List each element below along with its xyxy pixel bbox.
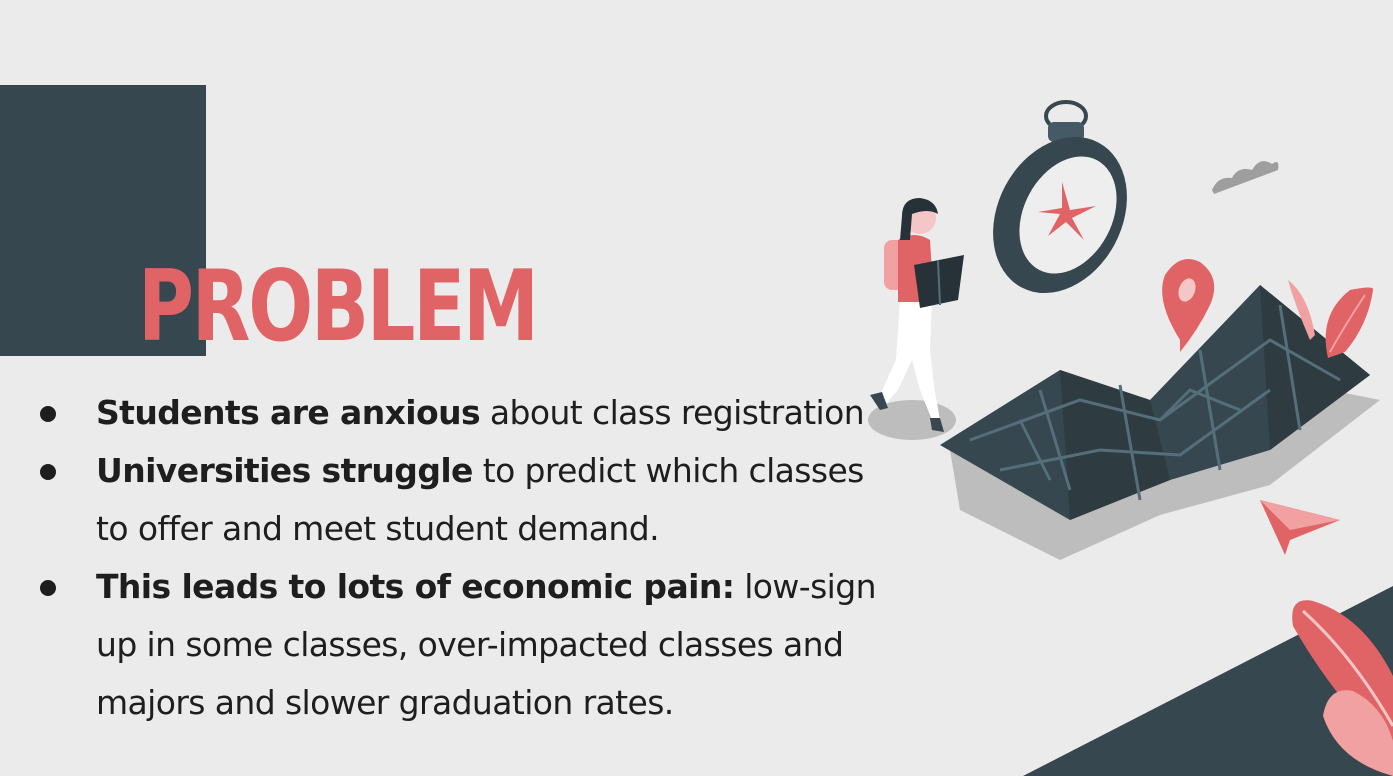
location-pin-icon <box>1162 258 1215 352</box>
bullet-list: Students are anxious about class registr… <box>34 384 904 732</box>
leaf-icon <box>1292 600 1393 776</box>
paper-plane-arrow-icon <box>1260 500 1340 555</box>
corner-decoration <box>1023 586 1393 776</box>
bullet-text: low-sign up in some classes, over-impact… <box>96 567 877 722</box>
bullet-dot-icon <box>40 580 56 596</box>
bullet-dot-icon <box>40 464 56 480</box>
bullet-item: Students are anxious about class registr… <box>34 384 904 442</box>
slide-title: PROBLEM <box>138 250 539 364</box>
dark-accent-block <box>0 85 206 356</box>
bullet-bold-text: This leads to lots of economic pain: <box>96 567 735 606</box>
bullet-item: Universities struggle to predict which c… <box>34 442 904 558</box>
bullet-text: to predict which classes to offer and me… <box>96 451 864 548</box>
bullet-bold-text: Students are anxious <box>96 393 481 432</box>
person-reading-map-illustration <box>868 100 1380 560</box>
cloud-icon <box>1212 161 1279 194</box>
bullet-item: This leads to lots of economic pain: low… <box>34 558 904 732</box>
compass-icon <box>993 100 1127 294</box>
bullet-dot-icon <box>40 406 56 422</box>
bullet-bold-text: Universities struggle <box>96 451 473 490</box>
folded-map-icon <box>940 285 1370 520</box>
bullet-text: about class registration <box>480 393 865 432</box>
leaf-icon <box>1288 280 1374 358</box>
person-icon <box>870 198 964 432</box>
